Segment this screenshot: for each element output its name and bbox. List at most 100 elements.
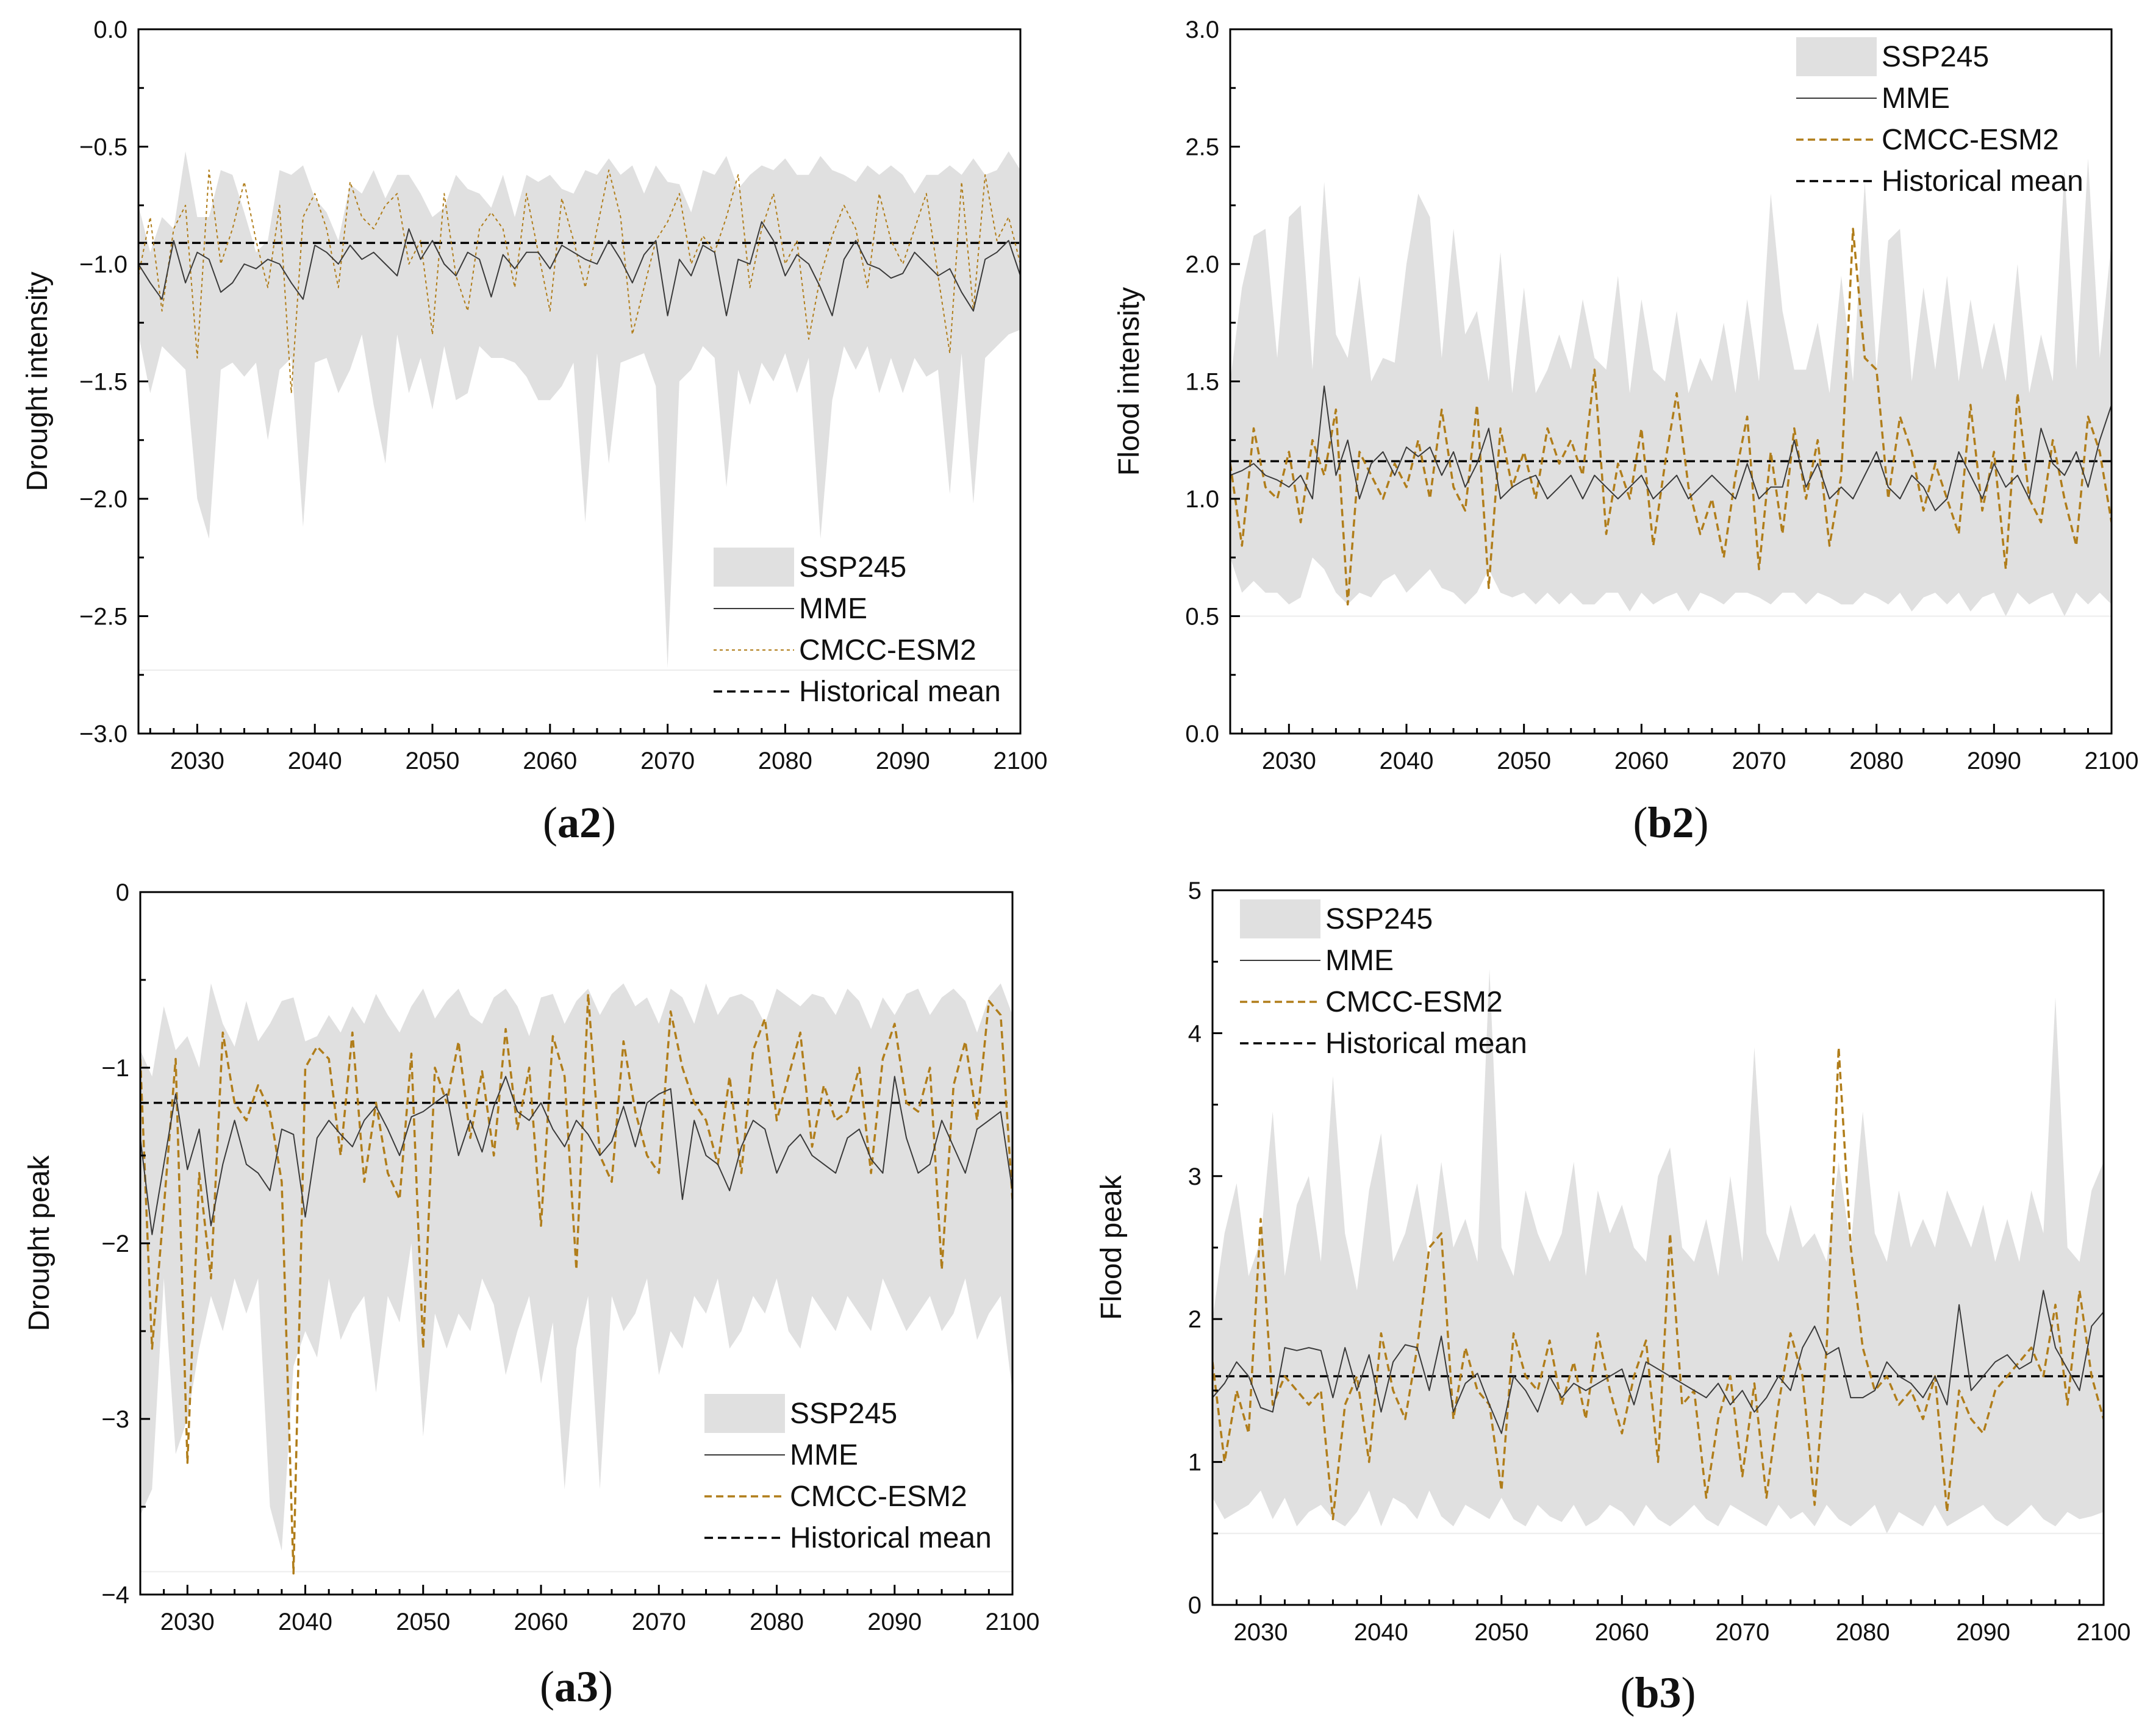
x-tick-label: 2080 — [750, 1609, 804, 1635]
chart-panel-a3: 0 −1 −2 −3 −4 2030 2040 2050 2060 2070 2080 2090 210… — [23, 879, 1039, 1711]
x-tick-label: 2070 — [640, 748, 695, 774]
panel-label-close-paren: ) — [1682, 1668, 1696, 1717]
legend-label: MME — [1325, 945, 1394, 977]
x-tick-label: 2090 — [876, 748, 930, 774]
x-tick-label: 2100 — [994, 748, 1048, 774]
legend-label: MME — [799, 593, 867, 625]
x-tick-label: 2080 — [1836, 1619, 1890, 1646]
x-tick-label: 2100 — [2077, 1619, 2131, 1646]
legend: SSP245 MME CMCC-ESM2 Historical mean — [1796, 37, 2083, 198]
plot-area — [140, 983, 1012, 1575]
panel-label: (b3) — [1620, 1668, 1696, 1717]
y-tick-label: 5 — [1188, 877, 1202, 904]
panel-label-close-paren: ) — [601, 798, 616, 847]
ssp245-band — [1230, 158, 2112, 616]
x-tick-label: 2090 — [1956, 1619, 2010, 1646]
x-tick-label: 2090 — [1967, 748, 2021, 774]
x-tick-label: 2100 — [2085, 748, 2139, 774]
ssp245-band — [138, 151, 1020, 668]
legend-label: MME — [1882, 82, 1950, 115]
legend-label: CMCC-ESM2 — [1882, 124, 2059, 156]
plot-area — [1230, 158, 2112, 617]
y-tick-label: −1.0 — [79, 251, 127, 278]
y-tick-label: 0.0 — [93, 16, 127, 43]
x-tick-label: 2070 — [1715, 1619, 1769, 1646]
legend-label: CMCC-ESM2 — [790, 1481, 967, 1513]
y-tick-label: −3.0 — [79, 721, 127, 748]
legend-key-ssp245 — [704, 1394, 785, 1433]
y-tick-label: 2.0 — [1185, 251, 1219, 278]
legend: SSP245 MME CMCC-ESM2 Historical mean — [704, 1394, 992, 1554]
y-tick-label: 1.0 — [1185, 486, 1219, 513]
legend-label: MME — [790, 1439, 858, 1471]
y-tick-label: −2.0 — [79, 486, 127, 513]
y-tick-label: −2 — [101, 1231, 129, 1257]
y-tick-label: −3 — [101, 1406, 129, 1433]
y-tick-label: 0.5 — [1185, 604, 1219, 630]
y-tick-label: −1 — [101, 1055, 129, 1082]
x-tick-label: 2080 — [1849, 748, 1904, 774]
y-tick-label: 3 — [1188, 1163, 1202, 1190]
panel-label-close-paren: ) — [1694, 798, 1709, 847]
legend: SSP245 MME CMCC-ESM2 Historical mean — [714, 548, 1001, 708]
x-tick-label: 2070 — [1732, 748, 1786, 774]
x-tick-label: 2050 — [1474, 1619, 1528, 1646]
legend-label: SSP245 — [1882, 41, 1989, 73]
y-tick-label: 0.0 — [1185, 721, 1219, 748]
legend-label: Historical mean — [799, 676, 1001, 708]
y-tick-label: 2 — [1188, 1306, 1202, 1333]
y-tick-label: 4 — [1188, 1020, 1202, 1047]
y-tick-label: −2.5 — [79, 604, 127, 630]
legend-label: SSP245 — [799, 551, 906, 584]
mme-series — [140, 1076, 1012, 1235]
chart-panel-a2: 0.0 −0.5 −1.0 −1.5 −2.0 −2.5 −3.0 2030 2040 2050 2… — [21, 16, 1047, 847]
y-tick-label: −4 — [101, 1582, 129, 1609]
legend-label: SSP245 — [1325, 903, 1433, 935]
panel-label: (a3) — [540, 1662, 613, 1711]
panel-label-id: a3 — [554, 1662, 598, 1711]
plot-area — [138, 151, 1020, 671]
panel-label-open-paren: ( — [1620, 1668, 1635, 1717]
y-axis-title: Flood peak — [1095, 1174, 1128, 1320]
x-tick-label: 2030 — [1262, 748, 1316, 774]
x-tick-label: 2030 — [160, 1609, 215, 1635]
panel-label-open-paren: ( — [1633, 798, 1647, 847]
mme-series — [1213, 1290, 2104, 1434]
mme-series — [138, 221, 1020, 316]
y-axis-title: Drought intensity — [21, 271, 54, 491]
legend-label: CMCC-ESM2 — [799, 634, 976, 666]
panel-label-open-paren: ( — [543, 798, 557, 847]
plot-area — [1213, 968, 2104, 1534]
legend-label: Historical mean — [790, 1522, 992, 1554]
y-tick-label: 2.5 — [1185, 134, 1219, 161]
x-tick-label: 2090 — [867, 1609, 922, 1635]
x-tick-label: 2060 — [523, 748, 577, 774]
chart-panel-b2: 0.0 0.5 1.0 1.5 2.0 2.5 3.0 2030 2040 2050 2060 207… — [1113, 16, 2138, 847]
legend-key-ssp245 — [714, 548, 794, 587]
panel-label-open-paren: ( — [540, 1662, 554, 1711]
panel-label-id: a2 — [557, 798, 601, 847]
legend-label: Historical mean — [1882, 165, 2083, 198]
legend-label: Historical mean — [1325, 1027, 1527, 1060]
x-tick-label: 2070 — [632, 1609, 686, 1635]
x-tick-label: 2050 — [1497, 748, 1551, 774]
cmcc-esm2-series — [140, 993, 1012, 1575]
x-tick-label: 2040 — [278, 1609, 332, 1635]
y-tick-label: 0 — [1188, 1592, 1202, 1619]
y-tick-label: −1.5 — [79, 369, 127, 396]
x-tick-label: 2040 — [1354, 1619, 1408, 1646]
legend-label: SSP245 — [790, 1398, 897, 1430]
panel-label-id: b2 — [1647, 798, 1694, 847]
x-tick-label: 2100 — [986, 1609, 1040, 1635]
x-tick-label: 2050 — [406, 748, 460, 774]
legend-key-ssp245 — [1240, 899, 1320, 938]
cmcc-esm2-series — [1213, 1046, 2104, 1521]
y-axis-title: Drought peak — [23, 1155, 56, 1331]
x-tick-label: 2030 — [170, 748, 224, 774]
panel-label: (b2) — [1633, 798, 1708, 847]
y-tick-label: 1 — [1188, 1449, 1202, 1476]
y-axis-title: Flood intensity — [1113, 287, 1145, 476]
panel-label-close-paren: ) — [598, 1662, 613, 1711]
mme-series — [1230, 385, 2112, 512]
